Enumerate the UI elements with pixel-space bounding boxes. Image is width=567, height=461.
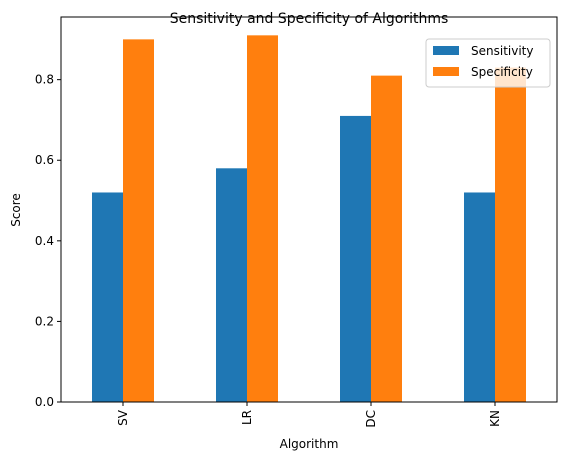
x-tick-label: KN [488,410,502,427]
chart-title: Sensitivity and Specificity of Algorithm… [170,11,449,27]
bar-specificity-sv [123,39,154,402]
y-tick-label: 0.4 [35,234,54,248]
y-tick-label: 0.0 [35,395,54,409]
bar-sensitivity-sv [92,192,123,402]
legend: Sensitivity Specificity [425,38,551,88]
y-tick-label: 0.2 [35,314,54,328]
bar-specificity-dc [371,75,402,402]
x-tick-label: DC [364,410,378,428]
legend-label-sensitivity: Sensitivity [471,44,533,58]
y-axis-label: Score [9,193,23,227]
legend-swatch-specificity [433,67,459,76]
bar-specificity-lr [247,35,278,402]
x-axis: SV LR DC KN [116,402,502,428]
bar-sensitivity-dc [340,115,371,403]
bar-sensitivity-lr [216,168,247,402]
legend-label-specificity: Specificity [471,65,533,79]
y-tick-label: 0.8 [35,73,54,87]
plot-frame [60,16,558,403]
x-tick-label: SV [116,409,130,426]
bar-specificity-kn [495,67,526,403]
y-tick-label: 0.6 [35,153,54,167]
bars-group [92,35,526,403]
x-axis-label: Algorithm [280,437,339,451]
bar-sensitivity-kn [464,192,495,402]
legend-swatch-sensitivity [433,46,459,55]
y-axis: 0.0 0.2 0.4 0.6 0.8 [35,73,61,409]
x-tick-label: LR [240,410,254,425]
